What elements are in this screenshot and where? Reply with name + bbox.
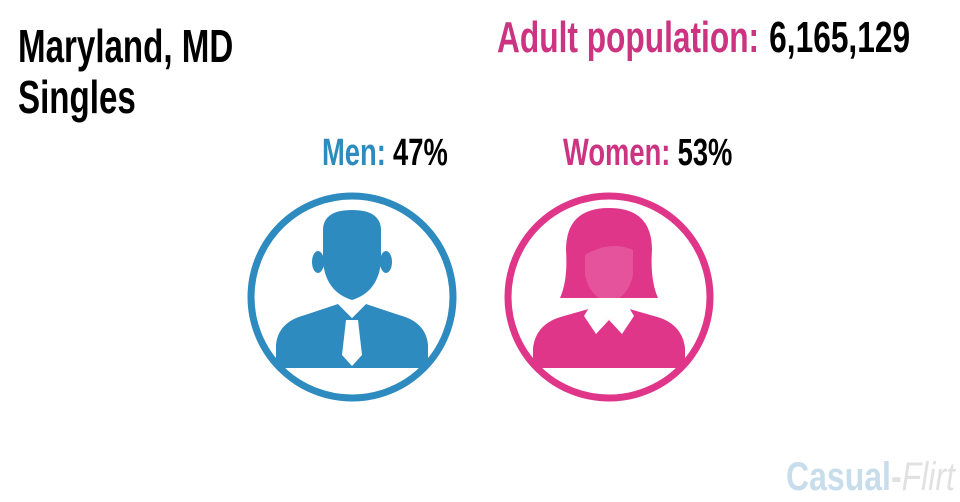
- population: Adult population: 6,165,129: [497, 13, 910, 62]
- watermark-part1: Casual: [786, 454, 891, 499]
- population-value: 6,165,129: [769, 13, 910, 62]
- women-icon: [504, 192, 714, 402]
- men-value: 47%: [393, 132, 448, 174]
- watermark: Casual-Flirt: [786, 454, 957, 499]
- women-stat: Women: 53%: [563, 132, 732, 174]
- men-label: Men:: [322, 132, 386, 174]
- men-stat: Men: 47%: [322, 132, 448, 174]
- title: Maryland, MD: [18, 22, 233, 72]
- men-icon: [247, 192, 457, 402]
- watermark-part2: Flirt: [902, 454, 957, 499]
- watermark-separator: -: [891, 454, 902, 499]
- subtitle: Singles: [18, 73, 136, 123]
- women-value: 53%: [678, 132, 733, 174]
- women-label: Women:: [563, 132, 670, 174]
- population-label: Adult population:: [497, 13, 759, 62]
